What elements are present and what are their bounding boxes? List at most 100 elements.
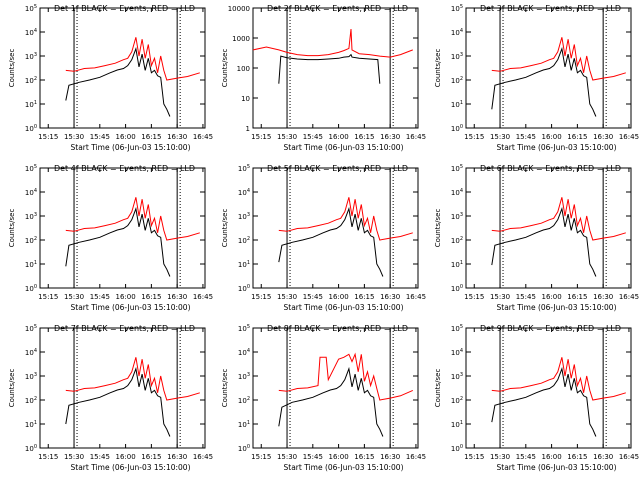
x-tick-label: 16:30 — [167, 133, 187, 141]
y-tick-label: 104 — [25, 348, 37, 357]
x-tick-label: 16:30 — [380, 453, 400, 461]
y-tick-label: 101 — [451, 260, 463, 269]
x-tick-label: 15:30 — [64, 293, 84, 301]
x-tick-label: 15:30 — [277, 293, 297, 301]
x-tick-label: 16:45 — [406, 293, 426, 301]
x-tick-label: 15:30 — [64, 133, 84, 141]
y-tick-label: 100 — [25, 124, 37, 133]
y-axis-label: Counts/sec — [8, 49, 16, 88]
x-tick-label: 16:30 — [380, 133, 400, 141]
y-tick-label: 103 — [451, 52, 463, 61]
y-tick-label: 105 — [25, 324, 37, 333]
x-tick-label: 15:15 — [251, 453, 271, 461]
panel-title: Det 8f BLACK = Events, RED = LLD — [267, 324, 408, 333]
x-tick-label: 16:30 — [380, 293, 400, 301]
y-tick-label: 100 — [25, 284, 37, 293]
x-tick-label: 16:15 — [141, 133, 161, 141]
x-axis-label: Start Time (06-Jun-03 15:10:00) — [284, 463, 404, 472]
x-axis-label: Start Time (06-Jun-03 15:10:00) — [284, 303, 404, 312]
x-axis-label: Start Time (06-Jun-03 15:10:00) — [497, 303, 617, 312]
plot-frame — [465, 167, 632, 289]
y-tick-label: 10 — [241, 95, 250, 103]
x-tick-label: 15:15 — [38, 293, 58, 301]
y-tick-label: 105 — [25, 4, 37, 13]
x-tick-label: 15:45 — [516, 293, 536, 301]
x-tick-label: 16:45 — [619, 293, 639, 301]
x-axis-label: Start Time (06-Jun-03 15:10:00) — [71, 143, 191, 152]
series-lld-line — [278, 352, 414, 401]
y-tick-label: 104 — [238, 188, 250, 197]
x-tick-label: 15:45 — [516, 133, 536, 141]
x-tick-label: 15:15 — [464, 453, 484, 461]
detector-panel-7: Det 7f BLACK = Events, RED = LLD Counts/s… — [8, 324, 213, 472]
panel-title: Det 3f BLACK = Events, RED = LLD — [480, 4, 621, 13]
series-events-line — [278, 366, 384, 437]
x-tick-label: 16:15 — [354, 293, 374, 301]
x-tick-label: 16:15 — [567, 453, 587, 461]
x-tick-label: 15:30 — [490, 453, 510, 461]
x-tick-label: 16:45 — [406, 453, 426, 461]
y-axis-label: Counts/sec — [434, 49, 442, 88]
panel-title: Det 5f BLACK = Events, RED = LLD — [267, 164, 408, 173]
y-tick-label: 105 — [25, 164, 37, 173]
x-tick-label: 16:45 — [406, 133, 426, 141]
series-lld-line — [65, 37, 200, 81]
plot-frame — [39, 7, 206, 129]
y-tick-label: 102 — [25, 76, 37, 85]
x-tick-label: 15:15 — [38, 133, 58, 141]
panel-title: Det 9f BLACK = Events, RED = LLD — [480, 324, 621, 333]
plot-frame — [39, 167, 206, 289]
x-tick-label: 16:30 — [593, 133, 613, 141]
detector-panel-1: Det 1f BLACK = Events, RED = LLD Counts/s… — [8, 4, 213, 152]
x-tick-label: 16:30 — [593, 453, 613, 461]
y-axis-label: Counts/sec — [221, 49, 229, 88]
x-tick-label: 15:45 — [303, 293, 323, 301]
y-axis-label: Counts/sec — [434, 209, 442, 248]
x-tick-label: 16:45 — [619, 453, 639, 461]
y-tick-label: 103 — [25, 212, 37, 221]
plot-frame — [465, 7, 632, 129]
x-tick-label: 16:15 — [141, 453, 161, 461]
series-events-line — [491, 46, 597, 117]
y-tick-label: 105 — [451, 4, 463, 13]
y-tick-label: 101 — [25, 420, 37, 429]
x-tick-label: 16:45 — [193, 453, 213, 461]
x-tick-label: 16:00 — [329, 133, 349, 141]
y-tick-label: 100 — [451, 124, 463, 133]
x-tick-label: 15:45 — [303, 133, 323, 141]
x-tick-label: 16:00 — [542, 293, 562, 301]
y-tick-label: 104 — [238, 348, 250, 357]
y-axis-label: Counts/sec — [8, 209, 16, 248]
y-tick-label: 102 — [451, 76, 463, 85]
panel-title: Det 4f BLACK = Events, RED = LLD — [54, 164, 195, 173]
y-tick-label: 104 — [25, 28, 37, 37]
x-tick-label: 16:15 — [567, 293, 587, 301]
series-lld-line — [491, 357, 626, 401]
series-lld-line — [278, 197, 413, 241]
x-axis-label: Start Time (06-Jun-03 15:10:00) — [497, 463, 617, 472]
y-tick-label: 100 — [238, 444, 250, 453]
x-tick-label: 15:45 — [516, 453, 536, 461]
x-tick-label: 15:15 — [464, 293, 484, 301]
x-tick-label: 16:45 — [619, 133, 639, 141]
x-tick-label: 15:30 — [277, 453, 297, 461]
y-tick-label: 104 — [25, 188, 37, 197]
series-events-line — [491, 206, 597, 277]
y-tick-label: 105 — [238, 164, 250, 173]
y-axis-label: Counts/sec — [434, 369, 442, 408]
x-tick-label: 16:15 — [567, 133, 587, 141]
x-tick-label: 16:00 — [542, 453, 562, 461]
y-tick-label: 100 — [237, 65, 250, 73]
x-tick-label: 16:45 — [193, 293, 213, 301]
series-events-line — [65, 206, 171, 277]
y-tick-label: 103 — [451, 212, 463, 221]
series-lld-line — [252, 28, 413, 58]
panel-title: Det 1f BLACK = Events, RED = LLD — [54, 4, 195, 13]
x-axis-label: Start Time (06-Jun-03 15:10:00) — [284, 143, 404, 152]
panel-title: Det 6f BLACK = Events, RED = LLD — [480, 164, 621, 173]
x-tick-label: 15:15 — [251, 293, 271, 301]
y-tick-label: 101 — [25, 100, 37, 109]
x-tick-label: 16:15 — [354, 133, 374, 141]
plot-frame — [39, 327, 206, 449]
detector-panel-5: Det 5f BLACK = Events, RED = LLD Counts/s… — [221, 164, 426, 312]
